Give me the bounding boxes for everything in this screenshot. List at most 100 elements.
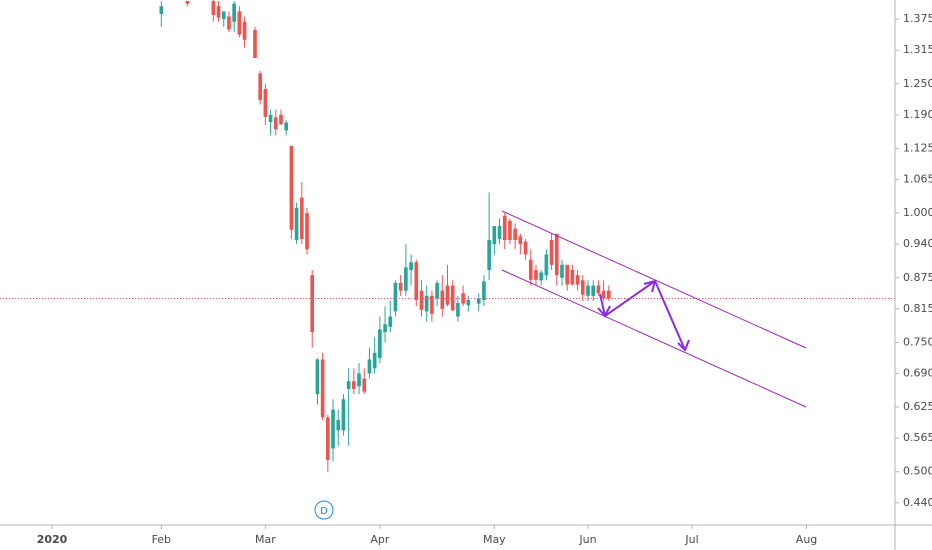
candle-body (367, 359, 372, 374)
candle-body (325, 417, 330, 460)
candle-body (565, 264, 570, 285)
candle-body (409, 262, 413, 270)
x-tick-label: Mar (255, 533, 276, 546)
candle-body (601, 290, 606, 299)
candle-body (336, 420, 341, 431)
candle-body (341, 399, 346, 431)
candle-body (461, 293, 465, 304)
candle-body (268, 114, 273, 123)
candle-body (299, 197, 304, 239)
candle-body (513, 228, 517, 240)
y-tick-label: 0.565 (903, 431, 932, 444)
candle-body (450, 285, 455, 311)
y-tick-label: 1.190 (903, 108, 932, 121)
candle-body (211, 1, 216, 15)
candle-body (310, 275, 315, 333)
candle-body (508, 220, 512, 240)
candle-body (388, 316, 393, 327)
candle-body (523, 241, 528, 255)
arrow-head (597, 305, 611, 318)
candle-body (221, 11, 226, 20)
candle-body (346, 381, 351, 389)
candle-body (492, 226, 497, 245)
candle-body (279, 114, 283, 125)
candle-body (232, 3, 236, 22)
candle-body (414, 262, 419, 300)
candle-body (383, 324, 387, 333)
candle-body (352, 381, 356, 389)
y-tick-label: 0.690 (903, 366, 932, 379)
candle-body (216, 6, 221, 18)
candle-body (528, 259, 533, 280)
y-tick-label: 1.250 (903, 77, 932, 90)
x-tick-label: 2020 (37, 533, 68, 546)
channel-lower (501, 269, 807, 408)
candle-body (456, 303, 460, 317)
candle-body (331, 409, 335, 449)
candle-body (362, 378, 367, 392)
y-tick-label: 1.315 (903, 43, 932, 56)
y-tick-label: 0.440 (903, 496, 932, 509)
candle-body (534, 270, 538, 280)
candle-body (273, 117, 278, 130)
y-tick-label: 1.065 (903, 172, 932, 185)
event-marker[interactable] (314, 500, 334, 520)
candle-body (159, 6, 164, 14)
candle-body (591, 285, 596, 296)
candle-body (284, 122, 289, 131)
candle-body (570, 270, 575, 285)
candle-body (227, 16, 231, 30)
candle-body (237, 11, 242, 35)
arrow-head (643, 279, 657, 293)
candle-body (357, 373, 361, 387)
candle-body (586, 285, 590, 296)
projection-arrows (597, 279, 690, 352)
y-tick-label: 0.500 (903, 465, 932, 478)
candle-body (445, 285, 450, 305)
candle-body (440, 290, 445, 309)
candle-body (518, 236, 523, 245)
candle-body (560, 264, 564, 278)
candle-body (580, 280, 585, 295)
candle-body (424, 295, 429, 312)
y-tick-label: 0.875 (903, 271, 932, 284)
candle-body (497, 226, 502, 239)
candle-body (185, 1, 190, 4)
candle-body (320, 359, 325, 418)
candle-body (253, 30, 257, 58)
candle-body (549, 240, 554, 265)
candle-body (435, 282, 439, 299)
y-tick-label: 0.750 (903, 335, 932, 348)
x-tick-label: Apr (370, 533, 390, 546)
candle-body (294, 207, 299, 240)
candle-body (575, 275, 580, 285)
candle-body (404, 267, 408, 291)
candle-body (305, 213, 309, 250)
candle-body (378, 329, 382, 358)
channel-upper (501, 210, 807, 349)
event-marker-label[interactable]: D (320, 506, 328, 517)
candle-body (482, 281, 486, 300)
candle-body (263, 88, 268, 117)
candle-body (419, 290, 424, 310)
x-tick-label: May (483, 533, 506, 546)
candle-body (539, 272, 543, 281)
candle-body (372, 352, 377, 369)
candle-body (466, 300, 471, 306)
candle-body (242, 21, 247, 40)
y-tick-label: 1.000 (903, 206, 932, 219)
candle-body (596, 285, 601, 294)
arrow-head (677, 339, 690, 352)
candle-body (289, 145, 294, 230)
candle-body (393, 282, 398, 312)
x-tick-label: Jun (578, 533, 596, 546)
candle-body (315, 359, 320, 395)
candle-body (554, 233, 559, 276)
candle-body (606, 290, 611, 299)
y-tick-label: 1.375 (903, 12, 932, 25)
y-tick-label: 1.125 (903, 141, 932, 154)
candle-body (502, 215, 507, 240)
